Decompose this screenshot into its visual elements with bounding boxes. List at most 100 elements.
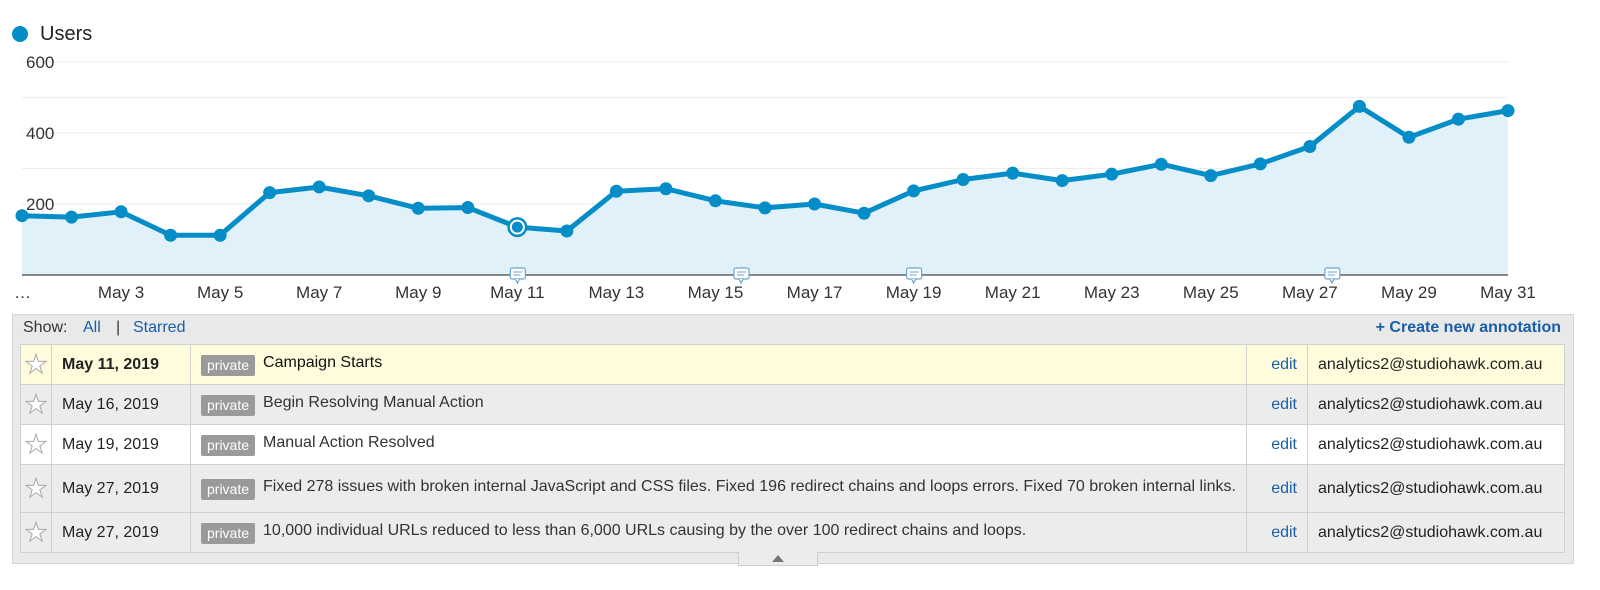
x-tick-label: May 7 [296,283,342,302]
annotation-author: analytics2@studiohawk.com.au [1307,344,1565,385]
data-point[interactable] [164,228,178,242]
annotation-text-cell: private Campaign Starts [190,344,1247,385]
annotation-marker-tail [911,278,917,285]
data-point[interactable] [1154,157,1168,171]
annotations-table: ★ May 11, 2019 private Campaign Starts ed… [20,344,1565,553]
annotation-marker-tail [1329,278,1335,285]
star-icon[interactable]: ★ [24,429,48,459]
annotation-text: 10,000 individual URLs reduced to less t… [263,522,1027,539]
annotation-date: May 19, 2019 [51,424,191,465]
data-point[interactable] [907,184,921,198]
data-point[interactable] [1006,166,1020,180]
data-point[interactable] [15,209,29,223]
star-icon[interactable]: ★ [24,349,48,379]
annotation-text: Campaign Starts [263,354,383,371]
x-tick-label: May 29 [1381,283,1437,302]
annotation-row: ★ May 27, 2019 private 10,000 individual … [20,512,1565,553]
data-point[interactable] [758,201,772,215]
data-point[interactable] [857,206,871,220]
annotation-author: analytics2@studiohawk.com.au [1307,512,1565,553]
star-icon[interactable]: ★ [24,389,48,419]
data-point[interactable] [1055,174,1069,188]
data-point[interactable] [560,224,574,238]
x-tick-label: May 3 [98,283,144,302]
annotation-marker-icon[interactable] [905,267,923,285]
data-point[interactable] [65,210,79,224]
star-icon[interactable]: ★ [24,473,48,503]
chart-legend: Users [12,22,92,46]
annotation-marker-tail [738,278,744,285]
annotation-marker-bubble [509,267,526,280]
x-tick-label: May 19 [886,283,942,302]
annotation-text-cell: private 10,000 individual URLs reduced to… [190,512,1247,553]
x-tick-label: May 17 [787,283,843,302]
data-point[interactable] [114,205,128,219]
data-point[interactable] [263,186,277,200]
edit-link[interactable]: edit [1271,479,1297,497]
annotation-author: analytics2@studiohawk.com.au [1307,424,1565,465]
x-tick-label: May 27 [1282,283,1338,302]
x-tick-label: May 9 [395,283,441,302]
y-tick-label: 200 [26,195,54,214]
annotations-panel: Show: All | Starred + Create new annotat… [12,314,1574,564]
edit-link[interactable]: edit [1271,355,1297,373]
private-badge: private [201,479,256,500]
annotation-text-cell: private Begin Resolving Manual Action [190,384,1247,425]
x-tick-label: May 21 [985,283,1041,302]
data-point[interactable] [1105,167,1119,181]
annotation-row: ★ May 16, 2019 private Begin Resolving Ma… [20,384,1565,425]
data-point[interactable] [1352,99,1366,113]
data-point[interactable] [609,184,623,198]
data-point[interactable] [461,201,475,215]
data-point[interactable] [411,201,425,215]
annotation-text-cell: private Manual Action Resolved [190,424,1247,465]
chevron-up-icon [772,555,784,562]
edit-link[interactable]: edit [1271,435,1297,453]
data-point[interactable] [312,180,326,194]
edit-cell: edit [1246,424,1308,465]
data-point[interactable] [708,194,722,208]
show-label: Show: [23,319,68,336]
x-tick-label: May 25 [1183,283,1239,302]
create-annotation-link[interactable]: + Create new annotation [1375,319,1561,336]
annotation-date: May 27, 2019 [51,512,191,553]
annotation-author: analytics2@studiohawk.com.au [1307,384,1565,425]
edit-link[interactable]: edit [1271,395,1297,413]
data-point[interactable] [1253,157,1267,171]
collapse-annotations-button[interactable] [738,552,818,566]
annotation-marker-bubble [733,267,750,280]
annotation-filter-bar: Show: All | Starred + Create new annotat… [13,315,1573,339]
star-cell: ★ [20,424,52,465]
filter-starred-link[interactable]: Starred [133,319,186,336]
data-point[interactable] [1501,104,1515,118]
data-point[interactable] [659,182,673,196]
data-point[interactable] [1402,130,1416,144]
annotation-text-cell: private Fixed 278 issues with broken inte… [190,464,1247,513]
data-point[interactable] [1451,112,1465,126]
edit-cell: edit [1246,512,1308,553]
annotation-marker-icon[interactable] [509,267,526,285]
filter-separator: | [116,319,121,336]
data-point[interactable] [1204,169,1218,183]
data-point[interactable] [956,173,970,187]
data-point-highlight-core [511,221,523,233]
annotation-date: May 27, 2019 [51,464,191,513]
y-tick-label: 400 [26,124,54,143]
annotation-author: analytics2@studiohawk.com.au [1307,464,1565,513]
private-badge: private [201,435,256,456]
annotation-marker-tail [514,278,520,285]
annotation-marker-icon[interactable] [1324,267,1341,285]
annotation-marker-icon[interactable] [733,267,750,285]
star-icon[interactable]: ★ [24,517,48,547]
star-cell: ★ [20,344,52,385]
annotation-marker-bubble [905,267,923,280]
data-point[interactable] [362,189,376,203]
annotation-row: ★ May 11, 2019 private Campaign Starts ed… [20,344,1565,385]
data-point[interactable] [808,197,822,211]
star-cell: ★ [20,512,52,553]
data-point[interactable] [213,228,227,242]
filter-all-link[interactable]: All [83,319,101,336]
edit-link[interactable]: edit [1271,523,1297,541]
data-point[interactable] [1303,139,1317,153]
x-tick-label: … [14,283,31,302]
